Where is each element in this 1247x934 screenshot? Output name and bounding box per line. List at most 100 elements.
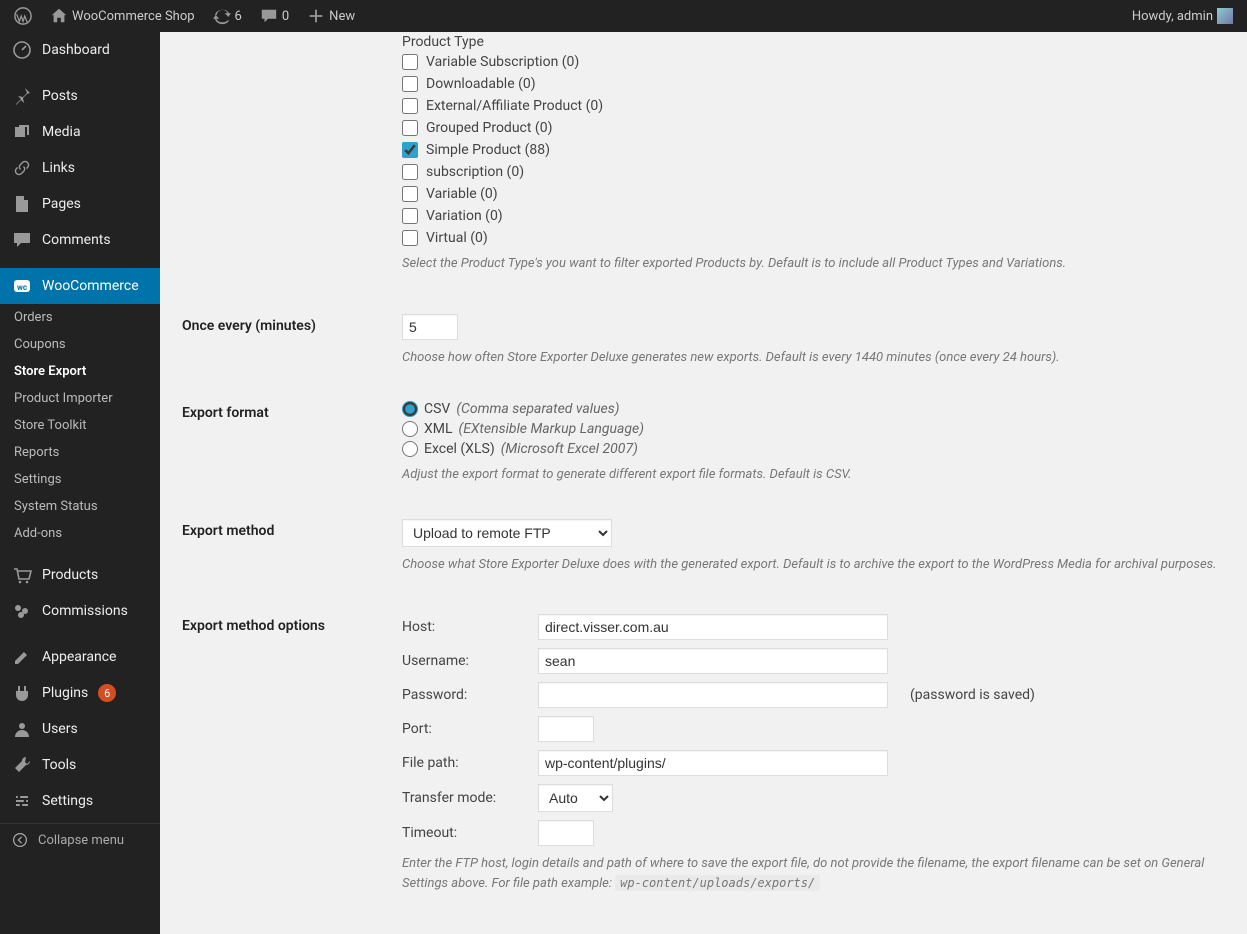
ftp-pass-input[interactable]: [538, 682, 888, 708]
sidebar-item-users[interactable]: Users: [0, 711, 160, 747]
method-select[interactable]: Upload to remote FTP: [402, 519, 612, 547]
updates-link[interactable]: 6: [207, 0, 248, 32]
wordpress-icon: [14, 7, 32, 25]
ftp-user-label: Username:: [402, 653, 522, 669]
links-icon: [12, 158, 32, 178]
howdy-text: Howdy, admin: [1132, 9, 1213, 24]
sidebar-sub-store-export[interactable]: Store Export: [0, 358, 160, 385]
product-type-checkbox[interactable]: [402, 186, 418, 202]
new-content-link[interactable]: New: [301, 0, 361, 32]
ftp-mode-label: Transfer mode:: [402, 790, 522, 806]
site-name-link[interactable]: WooCommerce Shop: [44, 0, 201, 32]
product-type-label: External/Affiliate Product (0): [426, 98, 603, 114]
collapse-menu[interactable]: Collapse menu: [0, 823, 160, 856]
sidebar-item-label: Links: [42, 160, 75, 176]
sidebar-sub-reports[interactable]: Reports: [0, 439, 160, 466]
avatar: [1217, 8, 1233, 24]
sidebar-item-tools[interactable]: Tools: [0, 747, 160, 783]
wp-logo[interactable]: [8, 0, 38, 32]
ftp-host-label: Host:: [402, 619, 522, 635]
sidebar-sub-coupons[interactable]: Coupons: [0, 331, 160, 358]
collapse-icon: [12, 832, 28, 848]
sidebar-item-label: Users: [42, 721, 78, 737]
sidebar-sub-orders[interactable]: Orders: [0, 304, 160, 331]
sidebar-item-label: Dashboard: [42, 42, 110, 58]
sidebar-item-commissions[interactable]: Commissions: [0, 593, 160, 629]
plugins-update-count: 6: [98, 684, 116, 702]
format-radio-item[interactable]: XML (EXtensible Markup Language): [402, 421, 1222, 437]
format-radio-item[interactable]: CSV (Comma separated values): [402, 401, 1222, 417]
comments-link[interactable]: 0: [254, 0, 295, 32]
ftp-mode-select[interactable]: Auto: [538, 784, 613, 812]
sidebar-item-pages[interactable]: Pages: [0, 186, 160, 222]
sidebar-item-label: Comments: [42, 232, 111, 248]
method-options-description: Enter the FTP host, login details and pa…: [402, 854, 1222, 893]
product-type-label: Downloadable (0): [426, 76, 536, 92]
product-type-item[interactable]: Variable (0): [402, 186, 1222, 202]
sidebar-item-posts[interactable]: Posts: [0, 78, 160, 114]
product-type-checkbox[interactable]: [402, 164, 418, 180]
new-label: New: [329, 9, 355, 24]
product-type-item[interactable]: subscription (0): [402, 164, 1222, 180]
sidebar-item-settings[interactable]: Settings: [0, 783, 160, 819]
media-icon: [12, 122, 32, 142]
sidebar-item-comments[interactable]: Comments: [0, 222, 160, 258]
sidebar-item-woocommerce[interactable]: wc WooCommerce: [0, 268, 160, 304]
sidebar-item-label: Pages: [42, 196, 81, 212]
sidebar-sub-add-ons[interactable]: Add-ons: [0, 520, 160, 547]
product-type-item[interactable]: Variation (0): [402, 208, 1222, 224]
format-hint: (Comma separated values): [456, 401, 619, 417]
sidebar-item-label: Posts: [42, 88, 78, 104]
product-type-checkbox[interactable]: [402, 54, 418, 70]
format-radio-item[interactable]: Excel (XLS) (Microsoft Excel 2007): [402, 441, 1222, 457]
product-type-item[interactable]: Variable Subscription (0): [402, 54, 1222, 70]
product-type-checkbox[interactable]: [402, 230, 418, 246]
sidebar-item-appearance[interactable]: Appearance: [0, 639, 160, 675]
sidebar-item-products[interactable]: Products: [0, 557, 160, 593]
format-name: Excel (XLS): [424, 441, 495, 457]
sidebar-sub-system-status[interactable]: System Status: [0, 493, 160, 520]
sidebar-item-plugins[interactable]: Plugins 6: [0, 675, 160, 711]
product-type-item[interactable]: Virtual (0): [402, 230, 1222, 246]
sidebar-item-dashboard[interactable]: Dashboard: [0, 32, 160, 68]
ftp-pass-saved-note: (password is saved): [910, 687, 1035, 703]
product-type-checkbox[interactable]: [402, 76, 418, 92]
sidebar-item-label: Plugins: [42, 685, 88, 701]
sidebar-item-label: WooCommerce: [42, 278, 139, 294]
format-radio[interactable]: [402, 401, 418, 417]
product-type-checkbox[interactable]: [402, 142, 418, 158]
sidebar-sub-product-importer[interactable]: Product Importer: [0, 385, 160, 412]
product-type-checkbox[interactable]: [402, 98, 418, 114]
products-icon: [12, 565, 32, 585]
interval-input[interactable]: [402, 314, 458, 340]
plus-icon: [307, 7, 325, 25]
format-radio[interactable]: [402, 441, 418, 457]
format-radio[interactable]: [402, 421, 418, 437]
product-type-checkbox[interactable]: [402, 120, 418, 136]
sidebar-item-label: Tools: [42, 757, 76, 773]
format-hint: (EXtensible Markup Language): [459, 421, 644, 437]
sidebar-sub-store-toolkit[interactable]: Store Toolkit: [0, 412, 160, 439]
sidebar-sub-settings[interactable]: Settings: [0, 466, 160, 493]
ftp-path-input[interactable]: [538, 750, 888, 776]
sidebar-item-media[interactable]: Media: [0, 114, 160, 150]
ftp-port-input[interactable]: [538, 716, 594, 742]
product-type-label: Simple Product (88): [426, 142, 550, 158]
ftp-user-input[interactable]: [538, 648, 888, 674]
ftp-path-label: File path:: [402, 755, 522, 771]
plugins-icon: [12, 683, 32, 703]
product-type-description: Select the Product Type's you want to fi…: [402, 254, 1222, 274]
product-type-item[interactable]: Grouped Product (0): [402, 120, 1222, 136]
svg-text:wc: wc: [17, 283, 27, 292]
product-type-item[interactable]: Downloadable (0): [402, 76, 1222, 92]
format-hint: (Microsoft Excel 2007): [501, 441, 638, 457]
product-type-item[interactable]: Simple Product (88): [402, 142, 1222, 158]
updates-count: 6: [235, 9, 242, 24]
ftp-host-input[interactable]: [538, 614, 888, 640]
sidebar-item-links[interactable]: Links: [0, 150, 160, 186]
ftp-path-example: wp-content/uploads/exports/: [615, 875, 820, 891]
product-type-item[interactable]: External/Affiliate Product (0): [402, 98, 1222, 114]
my-account[interactable]: Howdy, admin: [1126, 0, 1239, 32]
ftp-timeout-input[interactable]: [538, 820, 594, 846]
product-type-checkbox[interactable]: [402, 208, 418, 224]
